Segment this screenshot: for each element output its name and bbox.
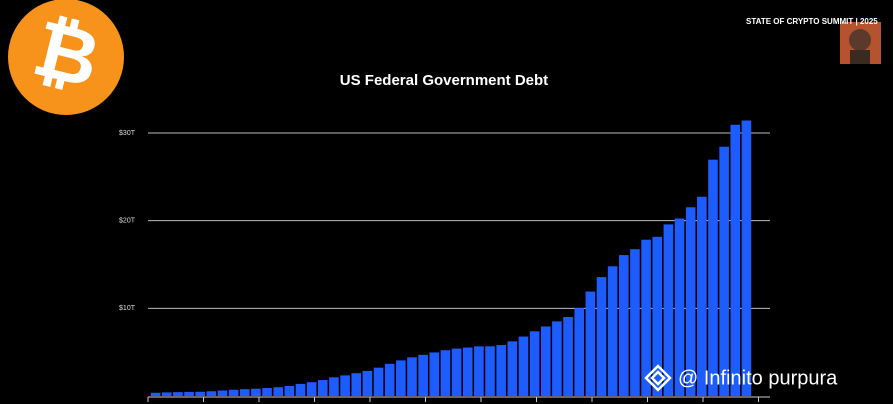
bar xyxy=(529,331,540,396)
bar xyxy=(674,218,685,396)
bar xyxy=(552,321,562,396)
bar xyxy=(440,350,451,396)
bar xyxy=(630,249,640,396)
bar xyxy=(173,392,183,396)
bar xyxy=(641,239,651,396)
bar xyxy=(496,345,506,396)
bar xyxy=(306,382,317,396)
bar xyxy=(663,224,674,396)
bar xyxy=(485,346,495,396)
bar xyxy=(474,346,484,396)
bar xyxy=(730,124,741,396)
y-tick-label: $30T xyxy=(119,130,136,137)
bar xyxy=(451,348,462,396)
bar xyxy=(284,386,295,396)
bar xyxy=(384,363,395,396)
bar xyxy=(217,390,228,396)
bar xyxy=(741,120,752,397)
bar xyxy=(619,255,629,396)
bar xyxy=(407,357,417,396)
bar xyxy=(150,392,161,396)
y-tick-label: $10T xyxy=(119,305,136,312)
chart-title: US Federal Government Debt xyxy=(340,72,548,89)
y-tick-label: $20T xyxy=(119,217,136,224)
bar xyxy=(239,389,250,396)
bar xyxy=(206,391,217,396)
bar xyxy=(251,388,261,396)
bar xyxy=(195,391,205,396)
bar xyxy=(161,392,172,396)
watermark-text: @ Infinito purpura xyxy=(678,367,838,389)
speaker-avatar xyxy=(840,22,881,64)
bar xyxy=(373,367,384,396)
event-label: STATE OF CRYPTO SUMMIT | 2025 xyxy=(746,17,878,26)
bar xyxy=(329,377,339,396)
watermark: @ Infinito purpura xyxy=(644,364,838,392)
bar xyxy=(607,266,618,396)
bar xyxy=(540,326,551,396)
bar xyxy=(351,373,362,396)
bar xyxy=(574,308,584,396)
bar xyxy=(462,347,473,396)
bar xyxy=(429,352,440,396)
bar xyxy=(719,146,729,396)
bar xyxy=(396,360,406,396)
bar xyxy=(685,207,696,396)
bar xyxy=(318,380,328,396)
bar xyxy=(340,375,350,396)
bar xyxy=(295,383,306,396)
bar xyxy=(273,387,283,396)
bar xyxy=(262,388,272,396)
bar xyxy=(518,336,529,396)
bar xyxy=(507,341,518,396)
bitcoin-logo: ₿ xyxy=(8,0,124,115)
bar xyxy=(585,291,596,396)
bar xyxy=(697,196,707,396)
bar xyxy=(228,389,239,396)
bar xyxy=(184,391,194,396)
bar xyxy=(418,354,428,396)
bar xyxy=(652,236,663,396)
bar xyxy=(596,277,607,396)
bar xyxy=(362,370,373,396)
bar xyxy=(708,159,718,396)
bar xyxy=(563,316,573,396)
